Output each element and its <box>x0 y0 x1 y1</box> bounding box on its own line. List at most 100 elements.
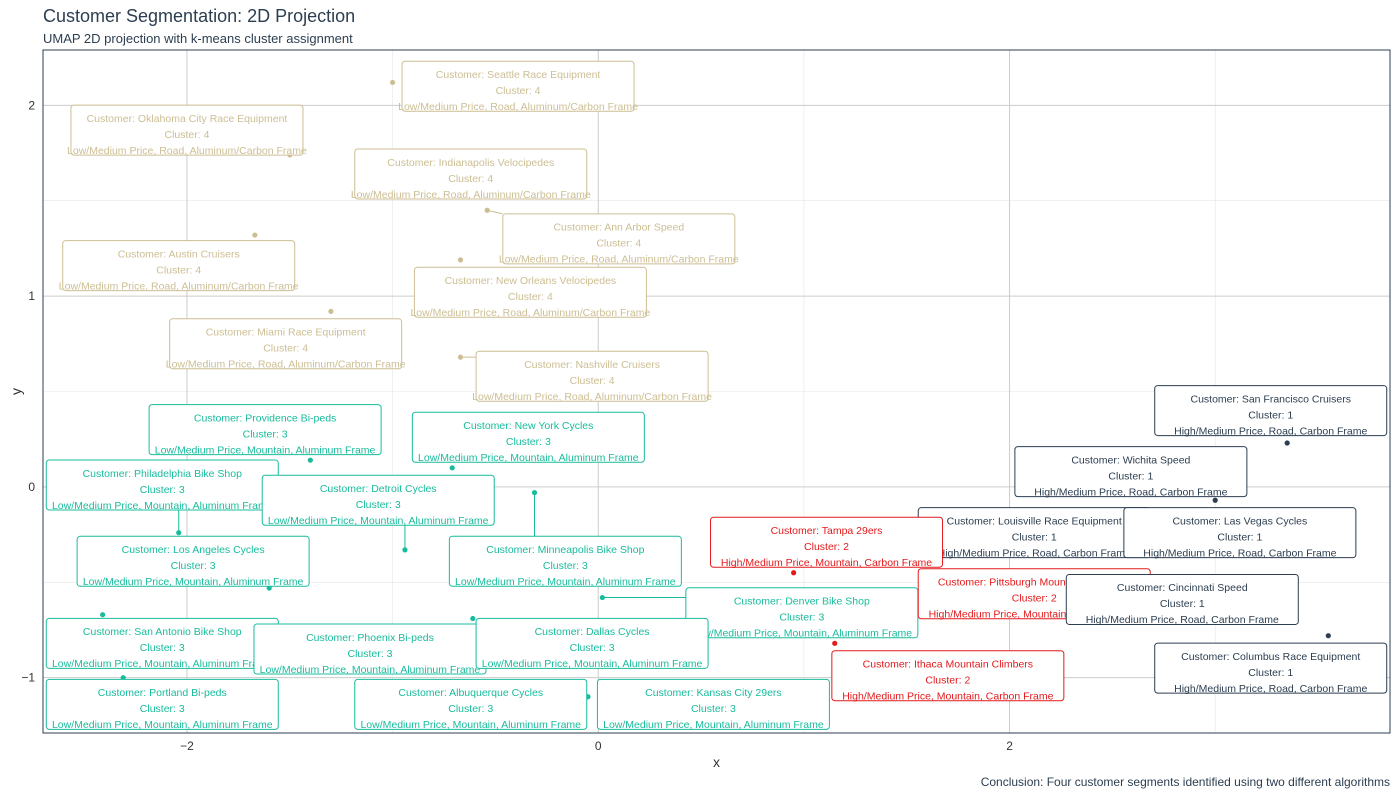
chart-subtitle: UMAP 2D projection with k-means cluster … <box>43 31 353 46</box>
data-point <box>390 79 396 86</box>
label-description: Low/Medium Price, Mountain, Aluminum Fra… <box>155 444 376 456</box>
label-box <box>1065 573 1299 625</box>
data-point <box>449 465 455 471</box>
label-description: Low/Medium Price, Mountain, Aluminum Fra… <box>52 719 273 731</box>
label-customer: Customer: Los Angeles Cycles <box>122 544 265 556</box>
label-box <box>1014 446 1248 498</box>
label-box <box>401 60 635 112</box>
point-label: Customer: Indianapolis Velocipedes Cluste… <box>351 148 591 201</box>
point-label: Customer: Detroit Cycles Cluster: 3 Low/Me… <box>261 474 495 527</box>
point-label: Customer: Nashville Cruisers Cluster: 4 Lo… <box>472 350 712 403</box>
label-customer: Customer: Denver Bike Shop <box>734 596 870 608</box>
point-label: Customer: New York Cycles Cluster: 3 Low/M… <box>411 411 645 464</box>
data-point <box>176 530 182 536</box>
label-cluster: Cluster: 3 <box>140 484 185 496</box>
label-customer: Customer: Columbus Race Equipment <box>1181 651 1360 663</box>
label-box <box>475 617 709 669</box>
label-cluster: Cluster: 2 <box>925 675 970 687</box>
label-description: Low/Medium Price, Road, Aluminum/Carbon … <box>67 145 307 157</box>
point-label: Customer: Dallas Cycles Cluster: 3 Low/Med… <box>475 617 709 670</box>
label-cluster: Cluster: 3 <box>356 499 401 511</box>
label-cluster: Cluster: 3 <box>570 642 615 654</box>
label-description: Low/Medium Price, Mountain, Aluminum Fra… <box>360 719 581 731</box>
label-customer: Customer: Tampa 29ers <box>771 525 883 537</box>
x-axis-title: x <box>713 754 720 770</box>
point-label: Customer: Portland Bi-peds Cluster: 3 Low/… <box>45 678 279 731</box>
label-description: High/Medium Price, Road, Carbon Frame <box>938 547 1131 559</box>
label-box <box>261 474 495 526</box>
label-box <box>1154 642 1388 694</box>
point-label: Customer: Oklahoma City Race Equipment Cl… <box>67 104 307 157</box>
data-point <box>100 612 106 618</box>
point-label: Customer: Phoenix Bi-peds Cluster: 3 Low/M… <box>253 623 487 676</box>
label-cluster: Cluster: 3 <box>779 612 824 624</box>
label-cluster: Cluster: 4 <box>263 343 308 355</box>
label-description: Low/Medium Price, Mountain, Aluminum Fra… <box>482 658 703 670</box>
point-label: Customer: Denver Bike Shop Cluster: 3 Low/… <box>685 587 919 640</box>
label-customer: Customer: Louisville Race Equipment <box>947 515 1122 527</box>
label-description: High/Medium Price, Mountain, Carbon Fram… <box>721 557 932 569</box>
label-cluster: Cluster: 1 <box>1248 667 1293 679</box>
label-cluster: Cluster: 4 <box>156 264 201 276</box>
point-label: Customer: Kansas City 29ers Cluster: 3 Low… <box>596 678 830 731</box>
x-tick-label: 0 <box>595 739 602 753</box>
label-customer: Customer: Minneapolis Bike Shop <box>486 544 644 556</box>
label-description: High/Medium Price, Road, Carbon Frame <box>1034 486 1227 498</box>
point-label: Customer: Philadelphia Bike Shop Cluster:… <box>45 459 279 512</box>
label-connector <box>487 209 503 215</box>
label-customer: Customer: Kansas City 29ers <box>645 687 782 699</box>
label-customer: Customer: Philadelphia Bike Shop <box>83 468 243 480</box>
label-box <box>354 678 588 730</box>
y-tick-label: 1 <box>28 289 35 303</box>
y-tick-label: 2 <box>28 98 35 112</box>
label-box <box>354 148 588 200</box>
label-customer: Customer: Ann Arbor Speed <box>553 222 684 234</box>
label-description: Low/Medium Price, Road, Aluminum/Carbon … <box>472 391 712 403</box>
label-customer: Customer: Wichita Speed <box>1071 454 1190 466</box>
label-description: Low/Medium Price, Mountain, Aluminum Fra… <box>268 515 489 527</box>
label-box <box>169 318 403 370</box>
label-description: Low/Medium Price, Road, Aluminum/Carbon … <box>499 254 739 266</box>
point-label: Customer: Louisville Race Equipment Clust… <box>917 507 1151 559</box>
label-customer: Customer: Austin Cruisers <box>118 248 240 260</box>
label-cluster: Cluster: 3 <box>506 436 551 448</box>
label-customer: Customer: San Antonio Bike Shop <box>83 626 242 638</box>
label-box <box>1154 385 1388 437</box>
point-label: Customer: Columbus Race Equipment Cluster… <box>1154 642 1388 695</box>
label-box <box>413 266 647 318</box>
label-cluster: Cluster: 1 <box>1108 470 1153 482</box>
label-cluster: Cluster: 4 <box>570 375 615 387</box>
label-customer: Customer: New York Cycles <box>463 420 593 432</box>
label-customer: Customer: Oklahoma City Race Equipment <box>87 113 288 125</box>
data-point <box>599 594 605 601</box>
point-label: Customer: Los Angeles Cycles Cluster: 3 Lo… <box>76 535 310 588</box>
label-description: High/Medium Price, Mountain, Carbon Fram… <box>842 691 1053 703</box>
label-box <box>411 411 645 463</box>
point-label: Customer: Austin Cruisers Cluster: 4 Low/M… <box>59 240 299 292</box>
label-customer: Customer: Cincinnati Speed <box>1117 582 1248 594</box>
label-cluster: Cluster: 4 <box>508 291 553 303</box>
label-description: Low/Medium Price, Road, Aluminum/Carbon … <box>351 189 591 201</box>
y-axis-title: y <box>8 388 24 395</box>
label-cluster: Cluster: 2 <box>1012 593 1057 605</box>
point-label: Customer: Albuquerque Cycles Cluster: 3 Lo… <box>354 678 588 731</box>
label-description: Low/Medium Price, Mountain, Aluminum Fra… <box>603 719 824 731</box>
label-cluster: Cluster: 3 <box>691 703 736 715</box>
label-cluster: Cluster: 2 <box>804 541 849 553</box>
label-description: Low/Medium Price, Mountain, Aluminum Fra… <box>52 658 273 670</box>
point-label: Customer: San Francisco Cruisers Cluster:… <box>1154 385 1388 437</box>
panel-border <box>42 49 1391 734</box>
point-label: Customer: Ann Arbor Speed Cluster: 4 Low/M… <box>499 213 739 266</box>
label-box <box>596 678 830 730</box>
label-customer: Customer: Ithaca Mountain Climbers <box>863 659 1033 671</box>
label-customer: Customer: Providence Bi-peds <box>194 412 336 424</box>
label-box <box>76 535 310 587</box>
x-tick-label: 2 <box>1006 739 1013 753</box>
label-customer: Customer: Las Vegas Cycles <box>1172 515 1307 527</box>
point-label: Customer: Las Vegas Cycles Cluster: 1 High… <box>1123 507 1357 559</box>
label-description: High/Medium Price, Road, Carbon Frame <box>1143 547 1336 559</box>
label-description: Low/Medium Price, Road, Aluminum/Carbon … <box>59 280 299 292</box>
label-cluster: Cluster: 3 <box>140 642 185 654</box>
label-box <box>831 650 1065 702</box>
